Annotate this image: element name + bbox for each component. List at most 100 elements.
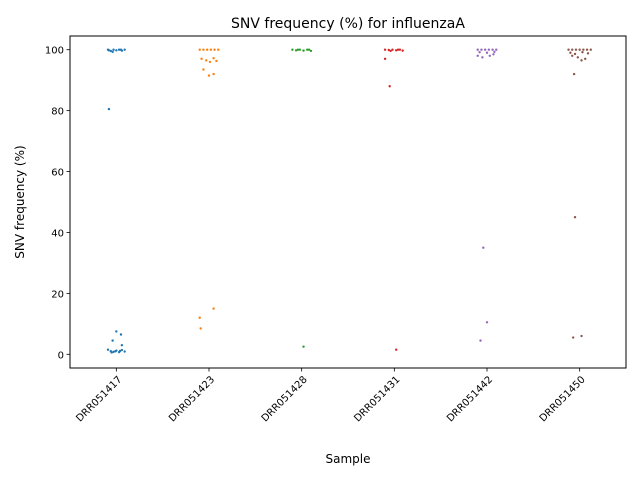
data-point [120,348,124,352]
series-DRR051428 [291,48,313,348]
data-point [120,343,124,347]
data-point [481,56,484,59]
data-point [209,48,213,51]
data-point [198,48,201,51]
data-point [567,48,570,51]
series-DRR051431 [383,48,404,351]
data-point [306,48,309,51]
data-point [569,51,572,54]
data-point [110,351,113,354]
series-DRR051417 [106,48,126,354]
data-point [112,350,115,354]
data-point [215,59,218,63]
data-point [580,59,583,62]
series-DRR051450 [567,48,592,339]
data-point [476,54,479,57]
data-point [578,48,581,51]
data-point [202,48,205,51]
data-point [307,48,311,51]
data-point [589,48,592,51]
data-point [388,85,391,88]
y-tick-label: 60 [51,168,64,179]
data-point [394,348,398,351]
data-point [200,57,203,61]
data-point [576,56,580,59]
data-point [387,48,390,52]
data-point [118,349,122,353]
data-point [383,57,387,61]
data-point [114,350,117,353]
y-tick-label: 80 [51,107,64,118]
data-point [109,49,112,53]
data-point [205,48,209,51]
y-tick-label: 100 [45,46,64,57]
data-point [586,52,590,55]
data-point [401,49,404,52]
data-point [202,68,205,71]
data-point [573,52,577,56]
data-point [112,48,115,51]
data-point [493,50,496,54]
data-point [479,339,482,342]
data-point [394,49,398,52]
series-DRR051442 [476,48,498,342]
data-point [585,48,589,51]
data-point [198,316,201,319]
data-point [485,321,489,324]
data-point [491,48,494,51]
data-point [212,307,215,310]
data-point [495,48,498,51]
data-point [581,50,584,54]
y-tick-label: 20 [51,289,64,300]
data-point [111,339,114,342]
data-point [207,74,211,77]
data-point [582,48,585,51]
data-point [217,48,220,51]
data-point [298,48,302,51]
data-point [123,350,126,353]
data-point [483,48,487,51]
data-point [302,49,305,52]
data-point [199,327,202,330]
data-point [580,334,583,338]
data-point [111,50,114,54]
data-point [480,48,483,51]
series-DRR051423 [198,48,220,330]
data-point [492,53,495,56]
data-point [106,348,110,351]
chart-title: SNV frequency (%) for influenzaA [231,16,465,32]
data-point [208,60,212,64]
data-point [107,49,111,52]
data-point [291,48,294,51]
data-point [476,48,479,51]
data-point [482,246,485,249]
data-point [571,48,574,51]
data-point [488,54,491,57]
data-point [485,51,489,54]
y-tick-label: 0 [58,350,64,361]
data-point [571,54,574,57]
data-point [383,48,387,51]
data-point [212,72,215,76]
data-point [584,57,587,61]
data-point [117,48,121,51]
data-point [573,216,577,219]
data-point [302,345,305,348]
data-point [115,49,118,52]
data-point [213,48,216,51]
data-point [119,333,123,336]
data-point [572,72,576,76]
y-axis-label: SNV frequency (%) [13,145,27,258]
data-point [571,336,575,339]
data-point [296,48,300,51]
y-tick-label: 40 [51,228,64,239]
data-point [487,48,491,51]
data-point [115,330,118,333]
data-point [398,48,402,51]
data-point [574,48,578,51]
data-point [123,48,126,51]
data-point [107,107,111,111]
data-point [389,49,392,53]
